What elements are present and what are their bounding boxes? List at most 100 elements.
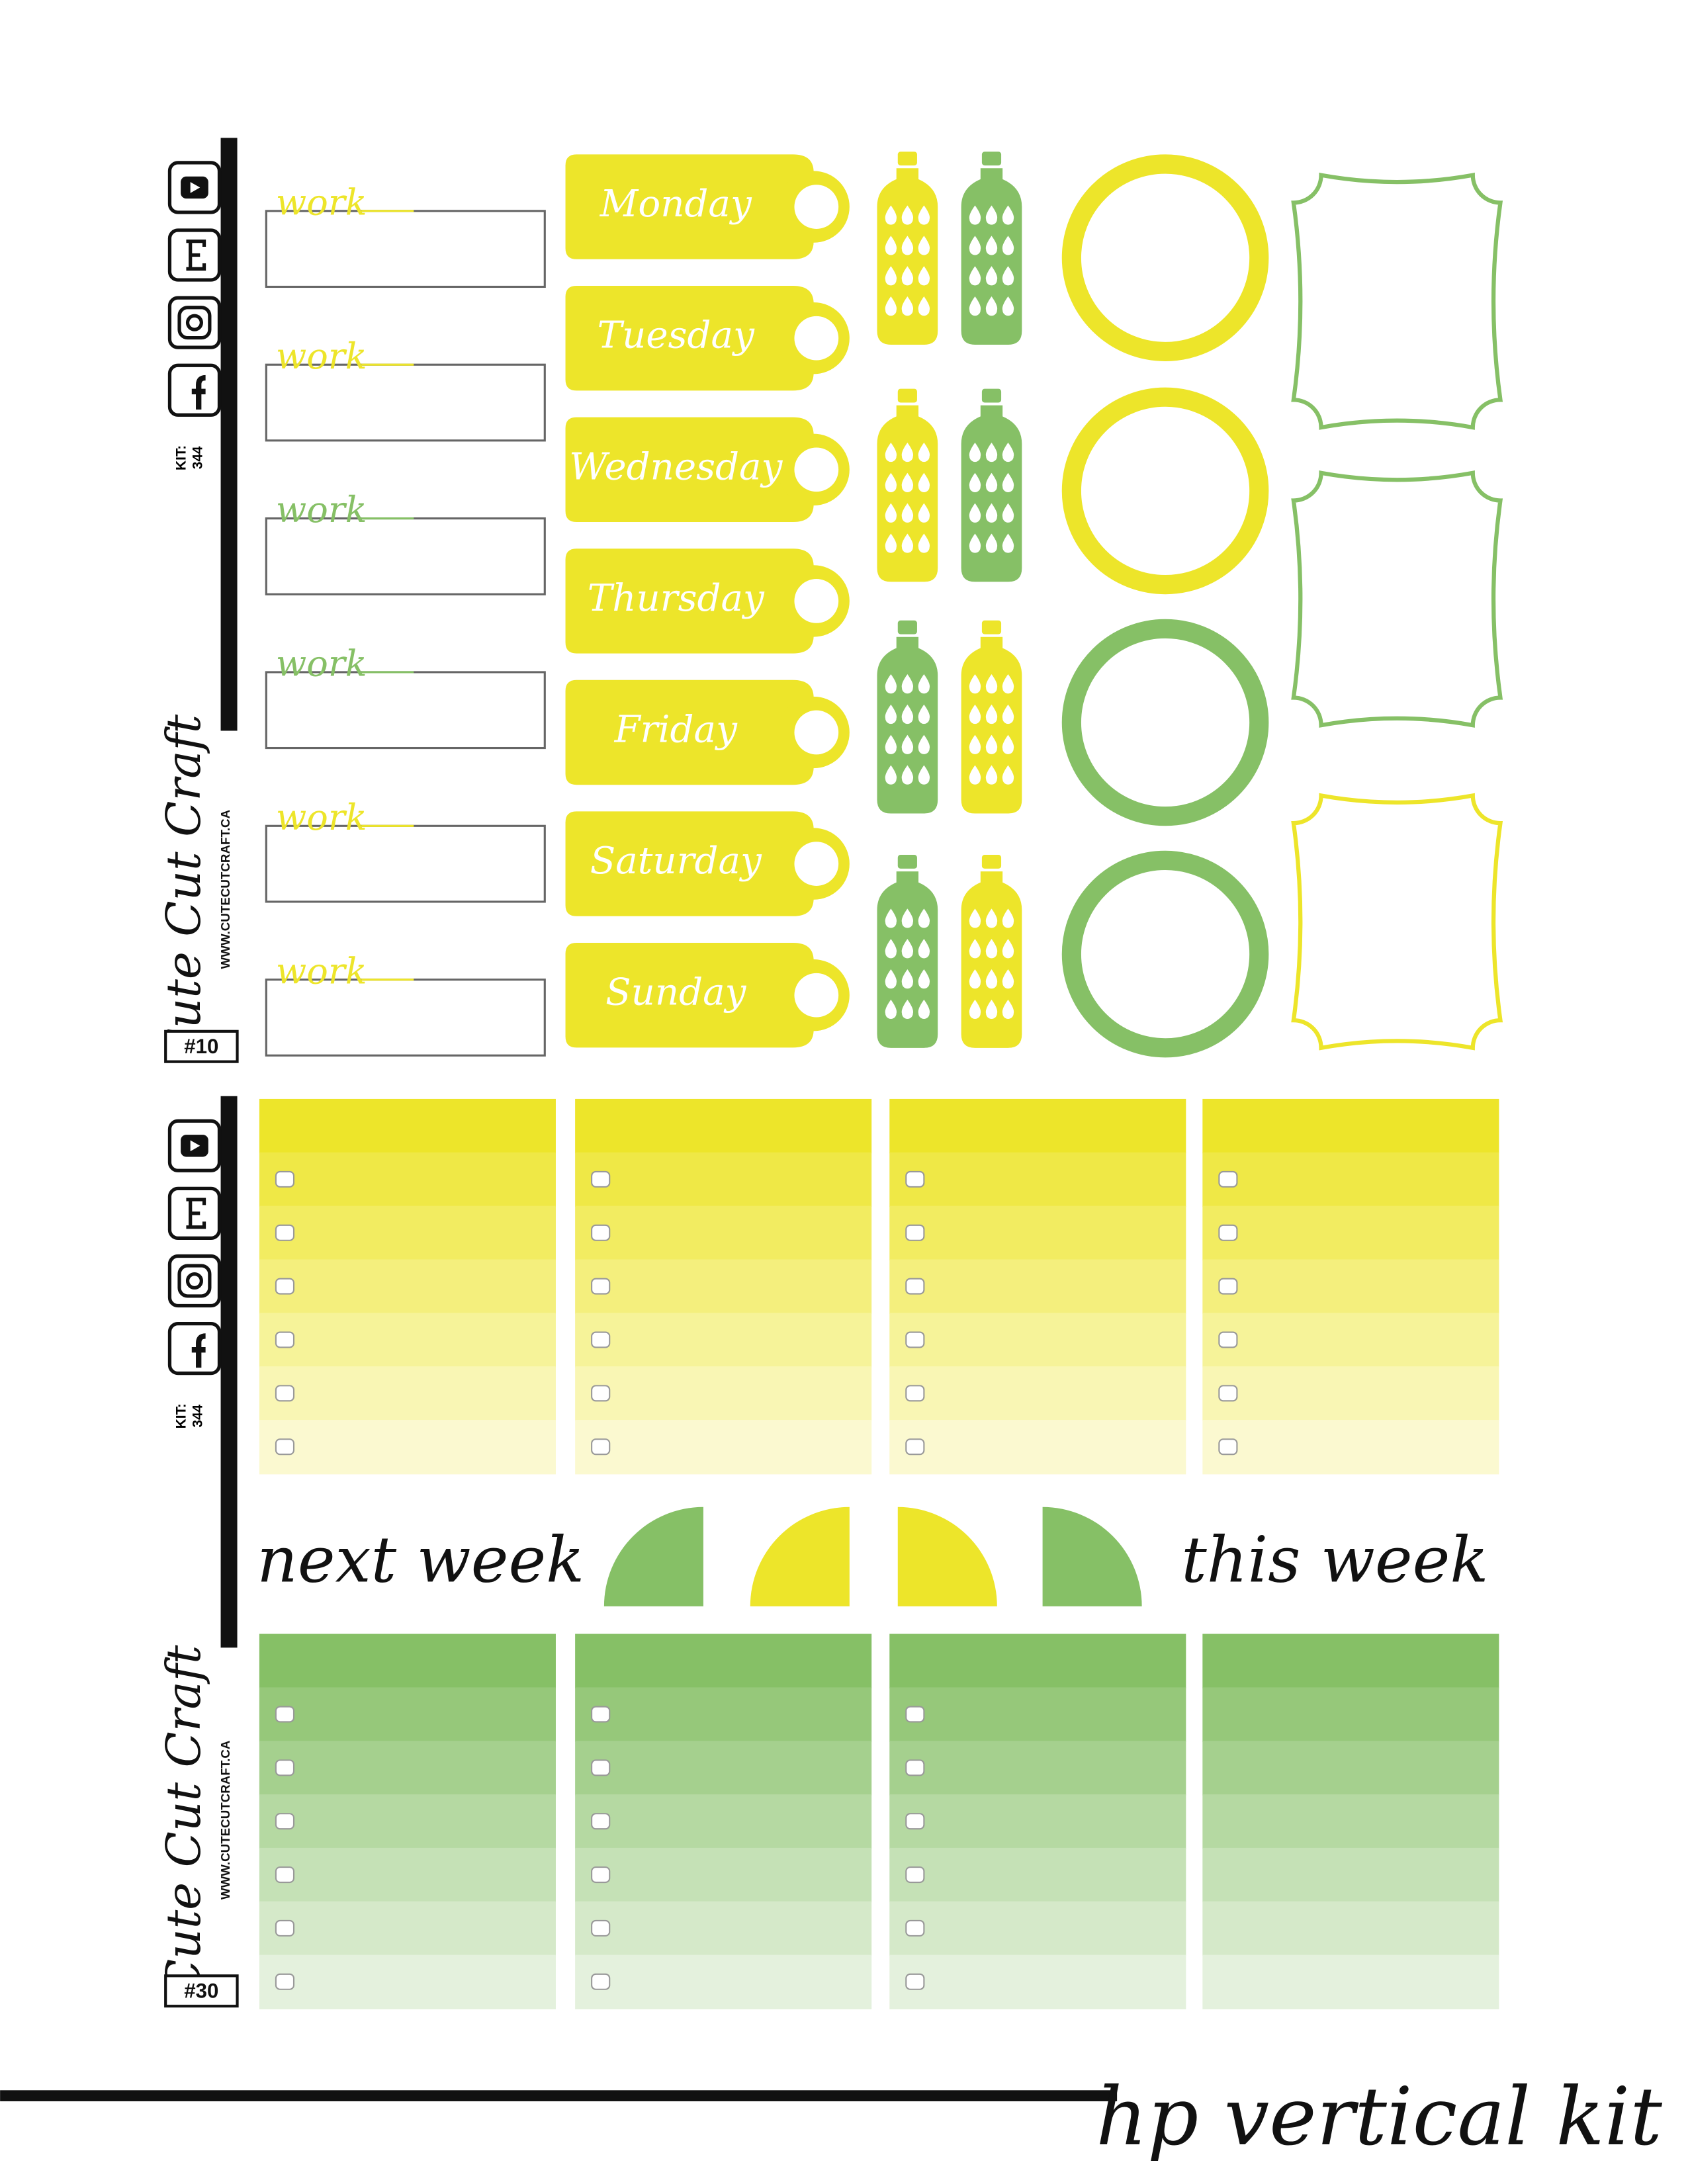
work-label: work [276, 489, 367, 531]
day-tag-shape [565, 679, 814, 785]
day-tag: Saturday [565, 811, 850, 916]
bottle-body [961, 405, 1022, 582]
checklist-band [1202, 1205, 1499, 1260]
bottle-drop [901, 533, 914, 553]
bottle-drop [918, 674, 930, 694]
work-box [265, 979, 546, 1057]
brand: Cute Cut Craft [156, 714, 211, 1064]
checkbox [591, 1866, 611, 1884]
bottle-drop [918, 503, 930, 523]
checklist-band [575, 1954, 872, 2009]
quarter-circle [750, 1507, 850, 1606]
checkbox [275, 1759, 295, 1776]
checkbox [591, 1919, 611, 1937]
bottle-drop [969, 533, 981, 553]
bottle-cap [981, 855, 1002, 869]
day-tag-hole [794, 579, 839, 623]
bottle-drop [1002, 236, 1014, 255]
bottle-body [961, 871, 1022, 1048]
checkbox [905, 1385, 925, 1402]
bottle-drop [901, 704, 914, 724]
checkbox [905, 1813, 925, 1830]
day-label: Wednesday [569, 445, 783, 488]
circle-ring [1061, 387, 1269, 595]
checklist-band [1202, 1152, 1499, 1207]
bottle-cap [897, 855, 917, 869]
bottle-drop [969, 939, 981, 959]
kit-number: 344 [191, 446, 206, 469]
bottle-drop [918, 704, 930, 724]
checkbox [905, 1278, 925, 1295]
bottle-drop [1002, 999, 1014, 1020]
checkbox [275, 1385, 295, 1402]
bottle-drop [1002, 674, 1014, 694]
bottle-drop [1002, 472, 1014, 492]
bottle-drop [918, 533, 930, 553]
bottle-drop [885, 969, 897, 989]
day-tag: Monday [565, 154, 850, 259]
bottle-drop [969, 734, 981, 754]
water-bottle [877, 620, 938, 814]
side-bar [220, 1096, 238, 1648]
day-tag: Tuesday [565, 286, 850, 391]
quarter-circle [603, 1507, 703, 1606]
checklist-band [889, 1366, 1186, 1421]
kit-number: 344 [191, 1404, 206, 1427]
bottle-drop [969, 442, 981, 462]
checklist-band [1202, 1634, 1499, 1688]
icon-frame [167, 1254, 222, 1308]
checklist-band [889, 1687, 1186, 1742]
day-tag: Wednesday [565, 417, 850, 522]
facebook-icon [167, 1322, 222, 1376]
checklist-band [575, 1794, 872, 1849]
bottle-drop [985, 472, 998, 492]
bottle-cap [981, 388, 1002, 403]
bottle-drop [1002, 533, 1014, 553]
day-tag: Thursday [565, 548, 850, 654]
bottle-drop [985, 969, 998, 989]
day-tag-shape [565, 548, 814, 654]
checklist-band [1202, 1954, 1499, 2009]
checkbox [275, 1438, 295, 1456]
checklist-band [575, 1847, 872, 1903]
checkbox [905, 1919, 925, 1937]
water-bottle [877, 152, 938, 345]
checklist-band [575, 1901, 872, 1956]
facebook-icon [167, 363, 222, 417]
checklist-band [259, 1313, 556, 1368]
circle-ring [1061, 850, 1269, 1058]
bottle-drop [985, 205, 998, 225]
bottle-drop [918, 765, 930, 785]
checklist-band [259, 1259, 556, 1314]
day-tag: Sunday [565, 943, 850, 1048]
checkbox [1218, 1170, 1238, 1188]
checklist-band [259, 1847, 556, 1903]
youtube-icon [167, 161, 222, 214]
bottle-drop [969, 503, 981, 523]
day-tag-hole [794, 316, 839, 361]
water-bottle [961, 620, 1022, 814]
checklist-band [1202, 1901, 1499, 1956]
bottle-drop [918, 734, 930, 754]
bottle-drop [969, 765, 981, 785]
bottle-drop [885, 472, 897, 492]
checkbox [275, 1170, 295, 1188]
day-tag-shape [565, 286, 814, 391]
bottle-drop [985, 999, 998, 1020]
side-bar [220, 138, 238, 731]
checkbox [591, 1170, 611, 1188]
bottle-drop [885, 503, 897, 523]
bottle-drop [901, 472, 914, 492]
checkbox [1218, 1385, 1238, 1402]
checklist-band [575, 1152, 872, 1207]
bottle-drop [969, 205, 981, 225]
bottle-drop [1002, 296, 1014, 316]
bottle-drop [901, 939, 914, 959]
bottle-drop [1002, 765, 1014, 785]
checkbox [591, 1385, 611, 1402]
bottle-drop [885, 674, 897, 694]
day-label: Saturday [590, 840, 762, 883]
bottle-drop [969, 296, 981, 316]
checklist-band [1202, 1366, 1499, 1421]
